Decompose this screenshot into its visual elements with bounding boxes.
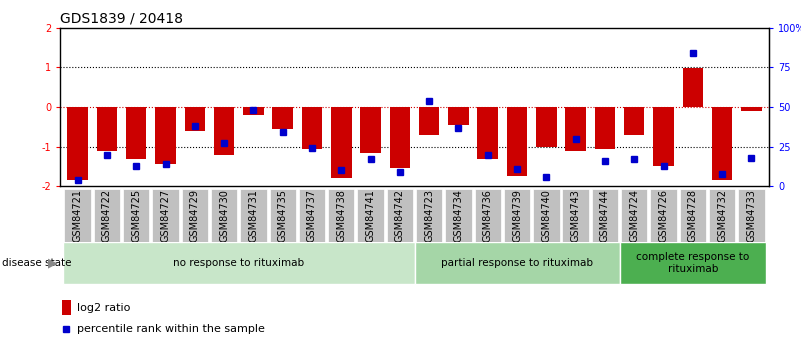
Text: partial response to rituximab: partial response to rituximab — [441, 258, 593, 268]
Text: GSM84737: GSM84737 — [307, 189, 317, 242]
Text: GSM84726: GSM84726 — [658, 189, 669, 242]
Bar — [214, 107, 235, 155]
Text: log2 ratio: log2 ratio — [77, 303, 131, 313]
Text: GSM84744: GSM84744 — [600, 189, 610, 242]
Text: GSM84738: GSM84738 — [336, 189, 346, 242]
FancyBboxPatch shape — [445, 189, 472, 241]
FancyBboxPatch shape — [357, 189, 384, 241]
FancyBboxPatch shape — [621, 189, 647, 241]
FancyBboxPatch shape — [240, 189, 267, 241]
Text: GSM84721: GSM84721 — [73, 189, 83, 242]
Bar — [389, 107, 410, 168]
FancyBboxPatch shape — [152, 189, 179, 241]
Bar — [244, 107, 264, 115]
Text: GSM84734: GSM84734 — [453, 189, 464, 242]
Text: GSM84729: GSM84729 — [190, 189, 199, 242]
FancyBboxPatch shape — [474, 189, 501, 241]
Text: GSM84742: GSM84742 — [395, 189, 405, 242]
FancyBboxPatch shape — [63, 242, 414, 284]
Text: GSM84732: GSM84732 — [717, 189, 727, 242]
Bar — [682, 68, 703, 107]
FancyBboxPatch shape — [269, 189, 296, 241]
FancyBboxPatch shape — [679, 189, 706, 241]
Bar — [184, 107, 205, 131]
Text: no response to rituximab: no response to rituximab — [173, 258, 304, 268]
FancyBboxPatch shape — [562, 189, 589, 241]
FancyBboxPatch shape — [387, 189, 413, 241]
FancyBboxPatch shape — [619, 242, 766, 284]
Text: GSM84739: GSM84739 — [512, 189, 522, 242]
Text: GSM84725: GSM84725 — [131, 189, 141, 242]
Bar — [126, 107, 147, 159]
FancyBboxPatch shape — [64, 189, 91, 241]
Bar — [419, 107, 440, 135]
FancyBboxPatch shape — [416, 189, 442, 241]
Text: GSM84741: GSM84741 — [365, 189, 376, 242]
Text: GSM84723: GSM84723 — [425, 189, 434, 242]
Bar — [712, 107, 732, 180]
FancyBboxPatch shape — [299, 189, 325, 241]
Bar — [62, 300, 71, 315]
Bar — [155, 107, 175, 165]
FancyBboxPatch shape — [414, 242, 619, 284]
Text: GSM84728: GSM84728 — [688, 189, 698, 242]
Text: GSM84731: GSM84731 — [248, 189, 259, 242]
Text: GSM84730: GSM84730 — [219, 189, 229, 242]
Bar — [331, 107, 352, 178]
Bar — [67, 107, 88, 180]
FancyBboxPatch shape — [533, 189, 560, 241]
Bar — [477, 107, 498, 159]
Text: GSM84740: GSM84740 — [541, 189, 551, 242]
FancyBboxPatch shape — [709, 189, 735, 241]
Bar — [654, 107, 674, 166]
Text: GSM84736: GSM84736 — [483, 189, 493, 242]
FancyBboxPatch shape — [211, 189, 237, 241]
Text: GSM84722: GSM84722 — [102, 189, 112, 242]
Bar — [536, 107, 557, 147]
FancyBboxPatch shape — [739, 189, 765, 241]
Bar — [566, 107, 586, 150]
FancyBboxPatch shape — [123, 189, 150, 241]
Bar — [741, 107, 762, 111]
FancyBboxPatch shape — [182, 189, 208, 241]
FancyBboxPatch shape — [328, 189, 355, 241]
Bar — [594, 107, 615, 149]
FancyBboxPatch shape — [650, 189, 677, 241]
Bar — [449, 107, 469, 125]
Text: GSM84735: GSM84735 — [278, 189, 288, 242]
Bar — [624, 107, 645, 135]
FancyBboxPatch shape — [504, 189, 530, 241]
FancyBboxPatch shape — [94, 189, 120, 241]
Text: GSM84733: GSM84733 — [747, 189, 756, 242]
Bar — [507, 107, 527, 176]
Text: GSM84724: GSM84724 — [630, 189, 639, 242]
Text: disease state: disease state — [2, 258, 71, 268]
Bar — [272, 107, 293, 129]
Text: GDS1839 / 20418: GDS1839 / 20418 — [60, 11, 183, 25]
Text: complete response to
rituximab: complete response to rituximab — [636, 252, 750, 274]
Text: GSM84743: GSM84743 — [570, 189, 581, 242]
Bar — [360, 107, 380, 152]
FancyBboxPatch shape — [592, 189, 618, 241]
Bar — [97, 107, 117, 150]
Bar — [302, 107, 322, 149]
Text: percentile rank within the sample: percentile rank within the sample — [77, 325, 265, 334]
Text: GSM84727: GSM84727 — [160, 189, 171, 242]
Text: ▶: ▶ — [48, 257, 58, 270]
